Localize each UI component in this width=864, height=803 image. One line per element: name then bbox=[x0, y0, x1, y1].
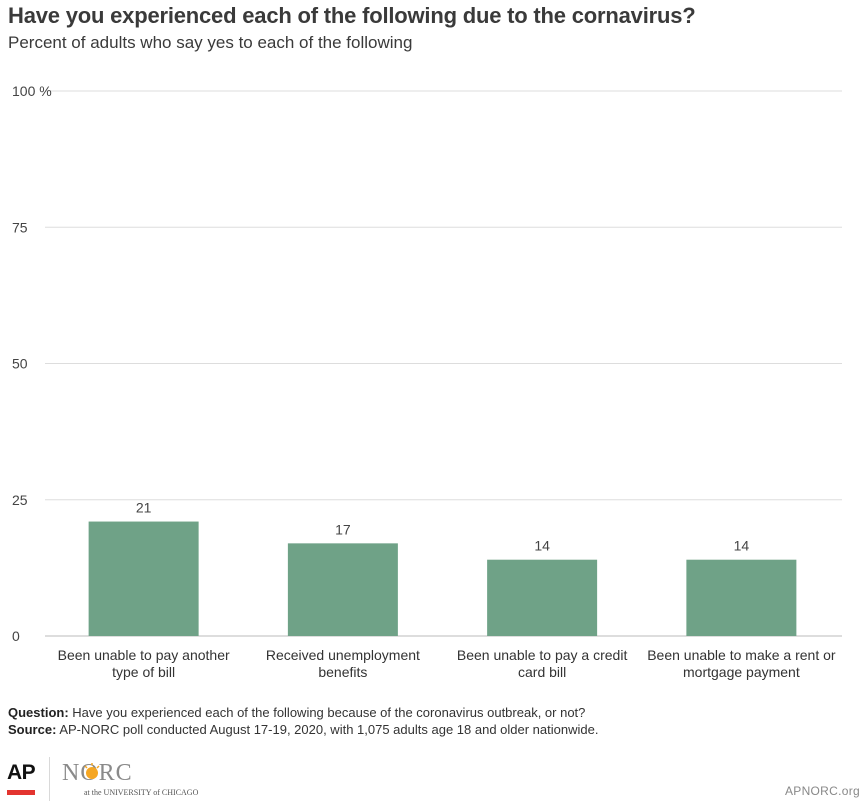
bar-value-label: 14 bbox=[534, 538, 550, 554]
question-label: Question: bbox=[8, 705, 69, 720]
chart-subtitle: Percent of adults who say yes to each of… bbox=[8, 33, 413, 52]
norc-logo: NORC at the UNIVERSITY of CHICAGO bbox=[62, 760, 198, 800]
bar-value-label: 17 bbox=[335, 521, 351, 537]
norc-logo-subtext: at the UNIVERSITY of CHICAGO bbox=[84, 788, 199, 797]
y-tick-label: 50 bbox=[12, 356, 28, 372]
y-tick-label: 75 bbox=[12, 219, 28, 235]
bar bbox=[686, 559, 797, 636]
y-tick-label: 100 % bbox=[12, 83, 52, 99]
norc-sunburst-icon bbox=[84, 763, 100, 779]
ap-logo: AP bbox=[7, 761, 41, 801]
y-tick-label: 0 bbox=[12, 628, 20, 644]
source-label: Source: bbox=[8, 722, 57, 737]
bar bbox=[88, 521, 199, 636]
question-text: Have you experienced each of the followi… bbox=[72, 705, 586, 720]
y-tick-label: 25 bbox=[12, 492, 28, 508]
source-note: Source: AP-NORC poll conducted August 17… bbox=[8, 721, 598, 738]
chart-title: Have you experienced each of the followi… bbox=[8, 3, 696, 28]
x-tick-label: Been unable to make a rent or mortgage pa… bbox=[647, 647, 836, 680]
ap-logo-text: AP bbox=[7, 761, 36, 784]
bar-value-label: 21 bbox=[136, 500, 152, 516]
source-text: AP-NORC poll conducted August 17-19, 202… bbox=[59, 722, 599, 737]
bar bbox=[287, 543, 398, 636]
x-tick-label: Received unemployment benefits bbox=[266, 647, 420, 680]
site-url: APNORC.org bbox=[784, 784, 860, 798]
bar-value-label: 14 bbox=[734, 538, 750, 554]
footer-divider bbox=[49, 757, 50, 801]
bar bbox=[487, 559, 598, 636]
bar-chart: 0 25 50 75 100 % 21 Been unable to pay another… bbox=[12, 83, 842, 680]
ap-logo-bar bbox=[7, 790, 35, 795]
question-note: Question: Have you experienced each of t… bbox=[8, 704, 598, 721]
x-tick-label: Been unable to pay another type of bill bbox=[58, 647, 230, 680]
chart-notes: Question: Have you experienced each of t… bbox=[8, 704, 598, 738]
x-tick-label: Been unable to pay a credit card bill bbox=[457, 647, 628, 680]
